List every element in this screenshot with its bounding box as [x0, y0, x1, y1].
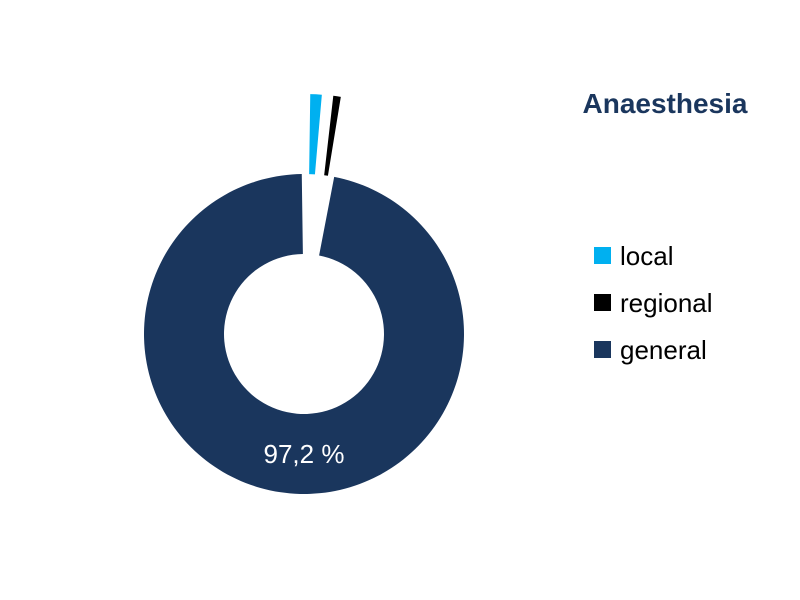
legend-label-general: general	[620, 334, 707, 365]
data-label-general: 97,2 %	[264, 439, 345, 469]
chart-legend: local regional general	[594, 232, 794, 373]
slice-general	[144, 174, 465, 494]
slice-regional	[324, 95, 341, 176]
legend-swatch-regional	[594, 294, 611, 311]
chart-slices	[144, 94, 465, 494]
legend-item-general: general	[594, 326, 794, 373]
chart-title: Anaesthesia	[582, 88, 748, 119]
chart-data-labels: 97,2 %	[264, 439, 345, 469]
slice-local	[309, 94, 322, 175]
legend-swatch-general	[594, 341, 611, 358]
legend-item-local: local	[594, 232, 794, 279]
legend-label-local: local	[620, 240, 674, 271]
legend-swatch-local	[594, 247, 611, 264]
legend-label-regional: regional	[620, 287, 713, 318]
legend-item-regional: regional	[594, 279, 794, 326]
